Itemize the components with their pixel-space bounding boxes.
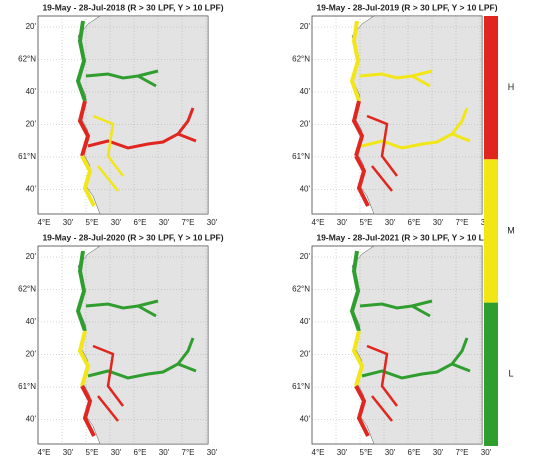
lat-tick-label: 61°N bbox=[18, 152, 36, 161]
lon-tick-label: 6°E bbox=[134, 448, 147, 457]
lat-tick-label: 61°N bbox=[18, 382, 36, 391]
lon-tick-label: 4°E bbox=[38, 448, 51, 457]
lon-tick-label: 30' bbox=[337, 448, 348, 457]
lon-tick-label: 5°E bbox=[86, 218, 99, 227]
panel-title: 19-May - 28-Jul-2018 (R > 30 LPF, Y > 10… bbox=[42, 2, 223, 12]
river bbox=[354, 385, 370, 437]
river bbox=[77, 330, 91, 387]
lat-tick-label: 62°N bbox=[18, 285, 36, 294]
river bbox=[75, 250, 87, 332]
lon-tick-label: 30' bbox=[111, 448, 122, 457]
lon-tick-label: 30' bbox=[207, 218, 218, 227]
map-panel: 19-May - 28-Jul-2021 (R > 30 LPF, Y > 10… bbox=[292, 232, 498, 457]
panel-title: 19-May - 28-Jul-2019 (R > 30 LPF, Y > 10… bbox=[316, 2, 497, 12]
lon-tick-label: 4°E bbox=[38, 218, 51, 227]
lon-tick-label: 5°E bbox=[360, 218, 373, 227]
lon-tick-label: 30' bbox=[481, 448, 492, 457]
lat-tick-label: 40' bbox=[26, 317, 37, 326]
lon-tick-label: 30' bbox=[63, 448, 74, 457]
land bbox=[351, 15, 483, 215]
lon-tick-label: 30' bbox=[385, 448, 396, 457]
lat-tick-label: 20' bbox=[26, 252, 37, 261]
map-panel: 19-May - 28-Jul-2019 (R > 30 LPF, Y > 10… bbox=[292, 2, 498, 227]
river bbox=[349, 20, 361, 102]
lat-tick-label: 40' bbox=[300, 185, 311, 194]
river bbox=[92, 114, 124, 192]
lat-tick-label: 20' bbox=[26, 22, 37, 31]
lon-tick-label: 5°E bbox=[86, 448, 99, 457]
lon-tick-label: 30' bbox=[207, 448, 218, 457]
lat-tick-label: 61°N bbox=[292, 152, 310, 161]
lon-tick-label: 6°E bbox=[408, 448, 421, 457]
lat-tick-label: 20' bbox=[26, 350, 37, 359]
land bbox=[351, 245, 483, 445]
river bbox=[75, 20, 87, 102]
river bbox=[80, 385, 96, 437]
river bbox=[354, 155, 370, 207]
colorbar-label: L bbox=[508, 369, 513, 379]
river bbox=[92, 344, 124, 422]
lon-tick-label: 30' bbox=[385, 218, 396, 227]
colorbar-segment bbox=[484, 159, 498, 303]
lon-tick-label: 30' bbox=[337, 218, 348, 227]
lat-tick-label: 20' bbox=[300, 252, 311, 261]
lat-tick-label: 40' bbox=[300, 415, 311, 424]
lon-tick-label: 30' bbox=[159, 448, 170, 457]
lon-tick-label: 30' bbox=[111, 218, 122, 227]
lat-tick-label: 40' bbox=[300, 317, 311, 326]
lon-tick-label: 6°E bbox=[134, 218, 147, 227]
river bbox=[351, 330, 365, 387]
lon-tick-label: 30' bbox=[433, 448, 444, 457]
lat-tick-label: 62°N bbox=[292, 285, 310, 294]
lon-tick-label: 7°E bbox=[456, 218, 469, 227]
colorbar-segment bbox=[484, 16, 498, 160]
river bbox=[359, 299, 433, 318]
lon-tick-label: 30' bbox=[159, 218, 170, 227]
lat-tick-label: 40' bbox=[26, 415, 37, 424]
river bbox=[77, 100, 91, 157]
map-panel: 19-May - 28-Jul-2020 (R > 30 LPF, Y > 10… bbox=[18, 232, 224, 457]
lon-tick-label: 7°E bbox=[182, 448, 195, 457]
lat-tick-label: 40' bbox=[26, 87, 37, 96]
lon-tick-label: 30' bbox=[433, 218, 444, 227]
river bbox=[349, 250, 361, 332]
river bbox=[366, 114, 398, 192]
lon-tick-label: 7°E bbox=[182, 218, 195, 227]
lat-tick-label: 40' bbox=[300, 87, 311, 96]
lon-tick-label: 4°E bbox=[312, 448, 325, 457]
land bbox=[77, 245, 209, 445]
river bbox=[359, 69, 433, 88]
colorbar-segment bbox=[484, 302, 498, 446]
river bbox=[351, 100, 365, 157]
lat-tick-label: 61°N bbox=[292, 382, 310, 391]
lon-tick-label: 6°E bbox=[408, 218, 421, 227]
lon-tick-label: 7°E bbox=[456, 448, 469, 457]
river bbox=[80, 155, 96, 207]
colorbar-label: H bbox=[508, 82, 515, 92]
lat-tick-label: 62°N bbox=[292, 55, 310, 64]
lon-tick-label: 30' bbox=[63, 218, 74, 227]
lat-tick-label: 20' bbox=[300, 350, 311, 359]
lon-tick-label: 5°E bbox=[360, 448, 373, 457]
land bbox=[77, 15, 209, 215]
lat-tick-label: 20' bbox=[300, 120, 311, 129]
map-panel: 19-May - 28-Jul-2018 (R > 30 LPF, Y > 10… bbox=[18, 2, 224, 227]
river bbox=[85, 299, 159, 318]
lat-tick-label: 62°N bbox=[18, 55, 36, 64]
river bbox=[366, 344, 398, 422]
lat-tick-label: 20' bbox=[26, 120, 37, 129]
panel-title: 19-May - 28-Jul-2021 (R > 30 LPF, Y > 10… bbox=[316, 232, 497, 242]
lat-tick-label: 40' bbox=[26, 185, 37, 194]
river bbox=[85, 69, 159, 88]
lat-tick-label: 20' bbox=[300, 22, 311, 31]
lon-tick-label: 4°E bbox=[312, 218, 325, 227]
colorbar-label: M bbox=[507, 225, 515, 235]
panel-title: 19-May - 28-Jul-2020 (R > 30 LPF, Y > 10… bbox=[42, 232, 223, 242]
